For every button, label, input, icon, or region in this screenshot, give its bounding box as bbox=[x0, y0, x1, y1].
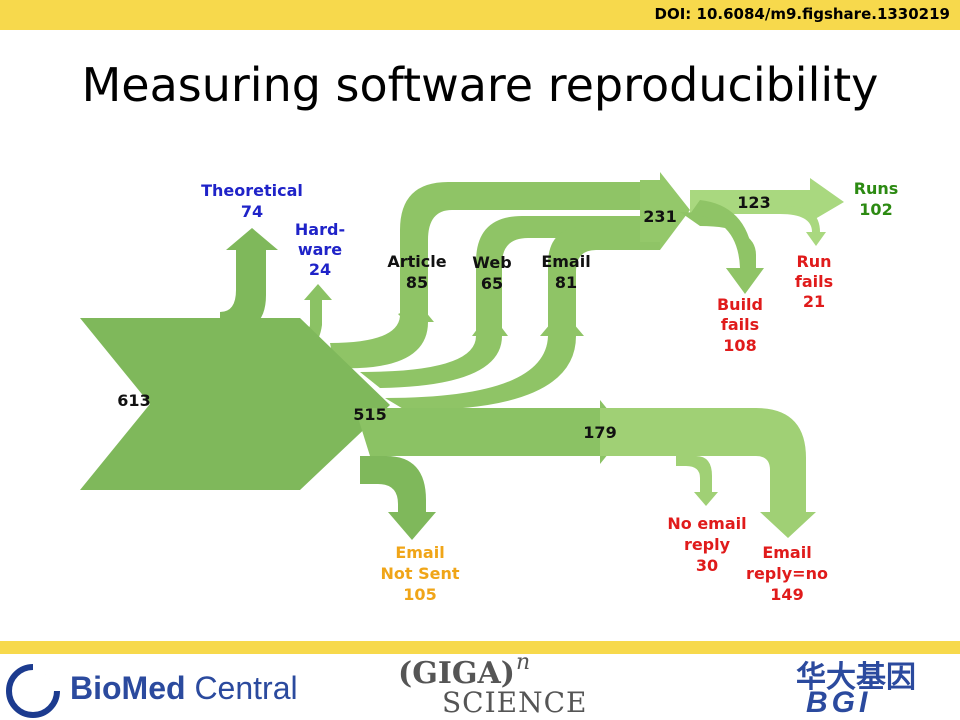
build-fails-label-2: fails bbox=[721, 315, 759, 334]
after-split-value: 515 bbox=[353, 405, 386, 424]
web-value: 65 bbox=[481, 274, 503, 293]
flow-theoretical bbox=[220, 228, 278, 330]
article-label: Article bbox=[387, 252, 446, 271]
hardware-label-2: ware bbox=[298, 240, 342, 259]
footer-logos bbox=[0, 654, 960, 720]
flow-no-reply bbox=[676, 456, 718, 506]
email-value: 81 bbox=[555, 273, 577, 292]
run-fails-value: 21 bbox=[803, 292, 825, 311]
bgi-english-text: BGI bbox=[806, 686, 872, 719]
hardware-label-1: Hard- bbox=[295, 220, 345, 239]
sankey-diagram: Theoretical 74 Hard- ware 24 Article 85 … bbox=[80, 172, 899, 604]
flow-not-sent bbox=[360, 456, 436, 540]
node-web: Web 65 bbox=[472, 253, 511, 293]
node-hardware: Hard- ware 24 bbox=[295, 220, 345, 279]
node-runs: Runs 102 bbox=[854, 179, 899, 219]
build-total-value: 231 bbox=[643, 207, 676, 226]
run-fails-label-1: Run bbox=[796, 252, 831, 271]
flow-build-fails-body bbox=[690, 200, 764, 294]
not-sent-value: 105 bbox=[403, 585, 436, 604]
reply-no-label-1: Email bbox=[762, 543, 811, 562]
flow-hardware bbox=[290, 284, 332, 355]
build-fails-label-1: Build bbox=[717, 295, 763, 314]
node-theoretical: Theoretical 74 bbox=[201, 181, 303, 221]
doi-label: DOI: 10.6084/m9.figshare.1330219 bbox=[654, 5, 950, 23]
flow-reply-no bbox=[600, 408, 816, 538]
reply-no-label-2: reply=no bbox=[746, 564, 828, 583]
reply-no-value: 149 bbox=[770, 585, 803, 604]
no-reply-label-2: reply bbox=[684, 535, 731, 554]
biomed-logo-icon bbox=[6, 663, 61, 718]
footer-banner bbox=[0, 641, 960, 654]
flow-emailed bbox=[355, 400, 626, 464]
slide-title: Measuring software reproducibility bbox=[81, 58, 879, 112]
flow-email-request bbox=[385, 310, 584, 411]
no-reply-label-1: No email bbox=[667, 514, 746, 533]
hardware-value: 24 bbox=[309, 260, 331, 279]
node-article: Article 85 bbox=[387, 252, 446, 292]
theoretical-value: 74 bbox=[241, 202, 263, 221]
run-fails-label-2: fails bbox=[795, 272, 833, 291]
not-sent-label-1: Email bbox=[395, 543, 444, 562]
article-value: 85 bbox=[406, 273, 428, 292]
flow-article bbox=[330, 305, 434, 369]
no-reply-value: 30 bbox=[696, 556, 718, 575]
runs-label: Runs bbox=[854, 179, 899, 198]
giga-superscript: n bbox=[516, 650, 531, 675]
not-sent-label-2: Not Sent bbox=[380, 564, 459, 583]
flow-run-fails bbox=[780, 206, 826, 246]
bgi-chinese-text: 华大基因 bbox=[796, 661, 916, 694]
web-label: Web bbox=[472, 253, 511, 272]
biomed-central-logo: BioMed Central bbox=[70, 670, 298, 707]
run-total-value: 123 bbox=[737, 193, 770, 212]
node-build-fails: Build fails 108 bbox=[717, 295, 763, 355]
node-not-sent: Email Not Sent 105 bbox=[380, 543, 459, 604]
node-reply-no: Email reply=no 149 bbox=[746, 543, 828, 604]
theoretical-label: Theoretical bbox=[201, 181, 303, 200]
flow-web bbox=[360, 312, 508, 388]
flow-email-build bbox=[548, 226, 660, 336]
node-run-fails: Run fails 21 bbox=[795, 252, 833, 311]
bgi-logo: 华大基因 BGI bbox=[796, 652, 946, 719]
build-fails-value: 108 bbox=[723, 336, 756, 355]
email-label: Email bbox=[541, 252, 590, 271]
giga-main-text: (GIGA) bbox=[398, 656, 515, 691]
emailed-value: 179 bbox=[583, 423, 616, 442]
top-banner bbox=[0, 0, 960, 30]
flow-main bbox=[80, 318, 390, 490]
flow-article-build bbox=[400, 182, 656, 322]
node-email: Email 81 bbox=[541, 252, 590, 292]
giga-science-text: SCIENCE bbox=[442, 686, 588, 719]
central-text: Central bbox=[185, 670, 298, 706]
biomed-bold-text: BioMed bbox=[70, 670, 186, 706]
node-no-reply: No email reply 30 bbox=[667, 514, 746, 575]
total-value: 613 bbox=[117, 391, 150, 410]
gigascience-logo: (GIGA) n SCIENCE bbox=[398, 650, 588, 719]
runs-value: 102 bbox=[859, 200, 892, 219]
flow-build-total bbox=[640, 172, 690, 250]
